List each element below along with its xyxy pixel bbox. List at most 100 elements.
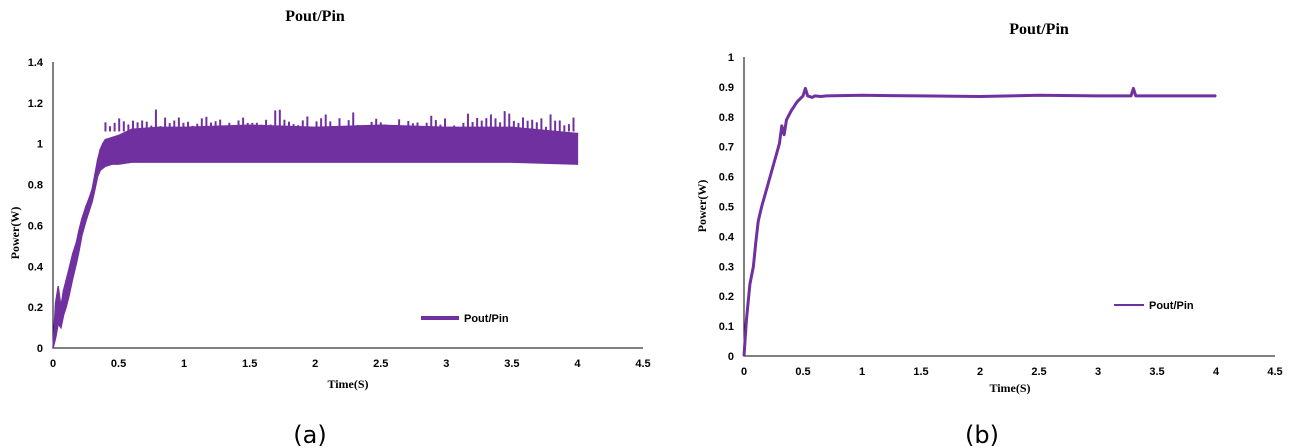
data-point [65,279,67,282]
y-tick-label: 0 [728,351,734,363]
chart-b-legend-label: Pout/Pin [1149,300,1194,312]
data-point [183,126,185,129]
data-point [802,95,804,97]
data-point [94,173,96,176]
y-tick-label: 1.4 [28,57,44,69]
y-tick-label: 1.2 [28,98,43,110]
x-tick-label: 3 [1095,366,1101,378]
chart-a-legend: Pout/Pin [421,313,509,325]
data-point [814,95,816,97]
series-spikes [104,109,575,132]
data-point [52,347,54,349]
y-tick-label: 0.9 [719,82,734,94]
data-point [75,240,78,243]
chart-a-x-label: Time(S) [327,377,368,391]
data-point [1038,94,1040,97]
y-tick-label: 0.3 [719,261,734,273]
x-tick-label: 1.5 [242,358,257,370]
data-point [62,290,65,292]
data-point [825,95,828,97]
y-tick-label: 0.2 [28,302,43,314]
y-tick-label: 0.4 [719,231,735,243]
x-tick-label: 2 [312,358,318,370]
data-point [157,126,159,129]
y-tick-label: 0.5 [719,202,734,214]
series-line-pout-pin [742,86,1216,357]
x-tick-label: 3 [443,358,449,370]
y-tick-label: 1 [37,139,43,151]
x-tick-label: 2 [977,366,983,378]
x-tick-label: 4.5 [1267,366,1282,378]
data-point [111,136,113,139]
y-tick-label: 0.6 [28,220,43,232]
data-point [1134,95,1137,97]
data-point [783,133,785,136]
data-point [81,218,83,221]
data-point [96,159,99,161]
data-point [314,126,317,129]
chart-a-x-tick-labels: 0 0.5 1 1.5 2 2.5 3 3.5 4 4.5 [50,358,651,370]
x-tick-label: 2.5 [1031,366,1046,378]
chart-a-y-tick-labels: 0 0.2 0.4 0.6 0.8 1 1.2 1.4 [28,57,44,355]
data-point [67,269,70,272]
data-point [104,138,107,141]
chart-a-caption: (a) [293,421,326,448]
data-point [248,124,251,127]
data-point [576,132,579,135]
y-tick-label: 0.6 [719,172,734,184]
data-point [778,142,781,145]
y-tick-label: 1 [728,52,734,64]
data-point [1130,95,1132,97]
x-tick-label: 4 [1213,366,1220,378]
data-point [130,128,133,131]
data-point [749,283,751,286]
x-tick-label: 3.5 [504,358,519,370]
data-point [780,124,783,127]
x-tick-label: 2.5 [373,358,388,370]
chart-b-y-label: Power(W) [695,180,709,233]
data-point [445,126,448,129]
chart-a-legend-label: Pout/Pin [464,313,509,325]
data-point [99,149,101,151]
chart-b-x-label: Time(S) [989,381,1030,395]
y-tick-label: 0.8 [719,112,734,124]
data-point [379,124,382,127]
data-point [772,163,775,166]
x-tick-label: 0.5 [795,366,810,378]
x-tick-label: 1 [181,358,187,370]
data-point [71,253,74,255]
data-point [1138,95,1141,97]
chart-b-title: Pout/Pin [1009,21,1069,38]
data-point [102,142,104,145]
data-point [755,241,757,244]
data-point [57,285,60,288]
data-point [979,95,981,98]
data-point [806,95,809,97]
data-point [752,265,755,268]
chart-b: Pout/Pin 0 0.1 0.2 0.3 0.4 0.5 0.6 0.7 0.8 0.9 1 0… [695,21,1283,448]
data-point [757,220,759,223]
chart-b-y-tick-labels: 0 0.1 0.2 0.3 0.4 0.5 0.6 0.7 0.8 0.9 1 [719,52,735,363]
data-point [760,205,763,208]
x-tick-label: 1 [859,366,865,378]
data-point [1156,95,1158,97]
x-tick-label: 3.5 [1149,366,1164,378]
data-point [766,184,769,187]
x-tick-label: 0.5 [111,358,126,370]
series-band-pout-pin [52,124,579,349]
data-point [1132,87,1135,90]
chart-a: Pout/Pin 0 0.2 0.4 0.6 0.8 1 1.2 1.4 0 0.5 1 1.5 2 2… [8,8,651,448]
data-point [91,187,94,190]
data-point [511,126,513,129]
data-point [745,319,748,321]
y-tick-label: 0.4 [28,261,44,273]
data-point [88,196,91,198]
data-point [54,302,57,304]
x-tick-label: 4.5 [635,358,650,370]
chart-a-y-label: Power(W) [8,207,22,260]
data-point [84,206,87,208]
data-point [1097,95,1099,97]
x-tick-label: 1.5 [913,366,928,378]
data-point [785,118,788,121]
